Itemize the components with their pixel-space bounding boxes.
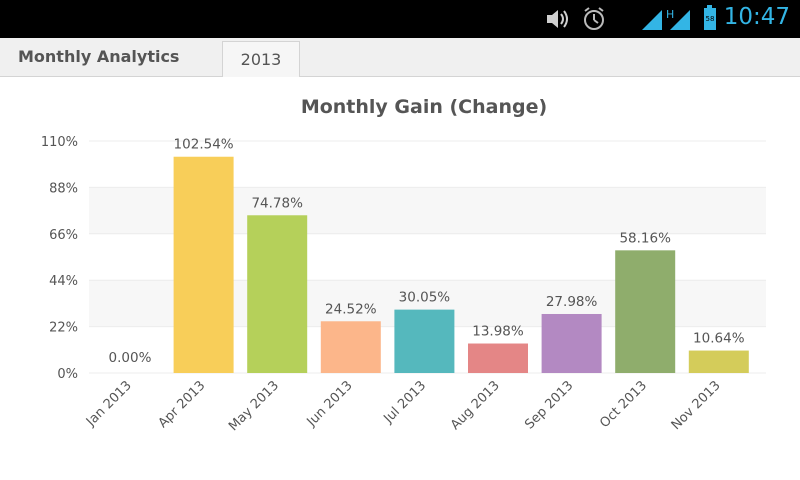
x-tick-label: Jun 2013 [304, 378, 356, 430]
network-label: H [666, 8, 674, 21]
battery-icon: 58 [704, 5, 716, 30]
battery-level: 58 [706, 15, 715, 23]
y-tick-label: 0% [57, 367, 78, 382]
tab-bar: Monthly Analytics 2013 [0, 38, 800, 77]
bar [394, 309, 455, 373]
alarm-icon [584, 7, 604, 30]
x-tick-label: May 2013 [226, 378, 282, 434]
data-label: 13.98% [472, 324, 524, 340]
volume-icon [547, 10, 568, 28]
data-label: 27.98% [546, 294, 598, 310]
x-tick-label: Jul 2013 [381, 378, 430, 427]
bar [247, 215, 308, 373]
y-tick-label: 66% [49, 228, 78, 243]
data-label: 58.16% [619, 230, 671, 246]
y-tick-label: 110% [41, 135, 78, 150]
x-tick-label: Jan 2013 [83, 378, 135, 430]
bar [173, 156, 234, 373]
tab-2013[interactable]: 2013 [222, 41, 300, 77]
data-label: 10.64% [693, 331, 745, 347]
bar [468, 343, 528, 373]
data-label: 74.78% [251, 195, 303, 211]
data-label: 30.05% [399, 290, 451, 306]
y-tick-label: 44% [49, 274, 78, 289]
x-tick-label: Apr 2013 [156, 378, 209, 431]
y-tick-label: 88% [49, 181, 78, 196]
tab-monthly-analytics[interactable]: Monthly Analytics [18, 47, 180, 66]
clock: 10:47 [723, 4, 790, 30]
status-bar: H 58 10:47 [0, 0, 800, 38]
chart-title: Monthly Gain (Change) [300, 96, 548, 118]
data-label: 24.52% [325, 301, 377, 317]
y-tick-label: 22% [49, 321, 78, 336]
x-tick-label: Aug 2013 [448, 378, 503, 433]
x-tick-label: Oct 2013 [597, 378, 650, 431]
bar [688, 350, 749, 373]
x-tick-label: Sep 2013 [522, 378, 576, 432]
x-tick-label: Nov 2013 [669, 378, 724, 433]
bar [320, 321, 381, 373]
signal-icon: H [642, 8, 690, 30]
data-label: 0.00% [109, 350, 152, 366]
data-label: 102.54% [174, 137, 234, 153]
bar [541, 313, 602, 373]
bar [615, 250, 676, 373]
